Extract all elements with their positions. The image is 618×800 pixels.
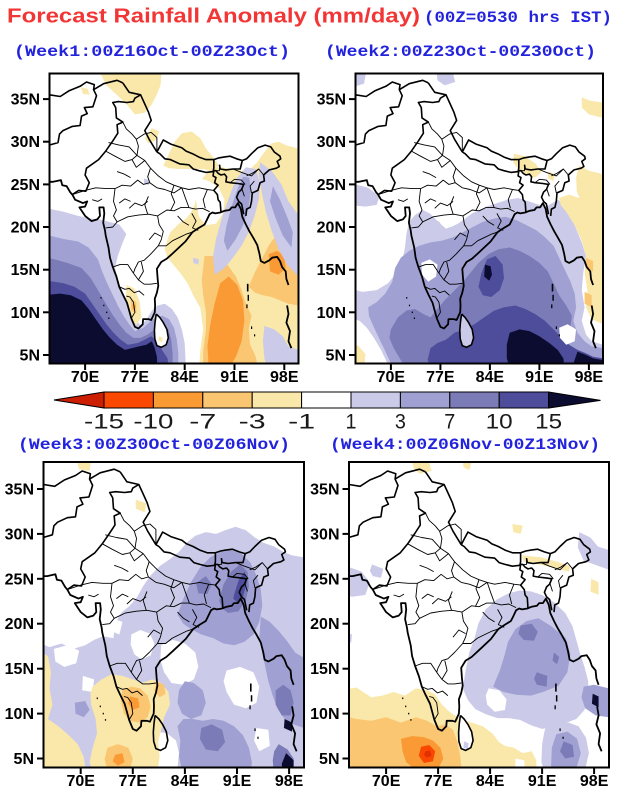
svg-text:(Week1:00Z16Oct-00Z23Oct): (Week1:00Z16Oct-00Z23Oct) [14, 43, 290, 61]
svg-text:98E: 98E [270, 369, 299, 386]
svg-text:91E: 91E [220, 369, 249, 386]
svg-text:84E: 84E [171, 773, 200, 790]
svg-text:35N: 35N [5, 481, 34, 498]
svg-text:15N: 15N [11, 262, 40, 279]
svg-text:15: 15 [535, 411, 562, 434]
svg-text:91E: 91E [528, 773, 557, 790]
svg-text:20N: 20N [11, 220, 40, 237]
svg-text:77E: 77E [426, 369, 455, 386]
svg-text:(Week4:00Z06Nov-00Z13Nov): (Week4:00Z06Nov-00Z13Nov) [330, 436, 600, 454]
svg-text:5N: 5N [14, 751, 34, 768]
svg-text:15N: 15N [310, 661, 339, 678]
svg-text:-15: -15 [84, 411, 124, 434]
svg-text:25N: 25N [11, 177, 40, 194]
svg-text:(Week3:00Z30Oct-00Z06Nov): (Week3:00Z30Oct-00Z06Nov) [18, 436, 290, 454]
svg-text:10N: 10N [5, 706, 34, 723]
svg-text:84E: 84E [476, 773, 505, 790]
svg-text:91E: 91E [525, 369, 554, 386]
svg-text:15N: 15N [317, 262, 346, 279]
svg-text:98E: 98E [580, 773, 609, 790]
svg-text:30N: 30N [11, 134, 40, 151]
svg-text:70E: 70E [71, 369, 100, 386]
svg-text:-1: -1 [288, 411, 315, 434]
svg-text:-10: -10 [133, 411, 173, 434]
svg-text:30N: 30N [317, 134, 346, 151]
svg-text:5N: 5N [319, 751, 339, 768]
svg-text:10N: 10N [317, 305, 346, 322]
svg-text:3: 3 [395, 411, 406, 434]
svg-text:35N: 35N [310, 481, 339, 498]
svg-text:20N: 20N [310, 616, 339, 633]
svg-text:-3: -3 [239, 411, 266, 434]
svg-text:70E: 70E [372, 773, 401, 790]
svg-text:10: 10 [486, 411, 513, 434]
svg-text:84E: 84E [170, 369, 199, 386]
svg-text:77E: 77E [424, 773, 453, 790]
svg-text:5N: 5N [326, 347, 346, 364]
svg-text:(Week2:00Z23Oct-00Z30Oct): (Week2:00Z23Oct-00Z30Oct) [325, 43, 596, 61]
svg-text:98E: 98E [275, 773, 304, 790]
svg-text:77E: 77E [119, 773, 148, 790]
svg-text:25N: 25N [310, 571, 339, 588]
svg-text:98E: 98E [575, 369, 604, 386]
svg-text:25N: 25N [5, 571, 34, 588]
svg-text:10N: 10N [11, 305, 40, 322]
svg-text:7: 7 [444, 411, 455, 434]
svg-text:30N: 30N [310, 526, 339, 543]
svg-text:(00Z=0530 hrs IST): (00Z=0530 hrs IST) [424, 9, 612, 27]
svg-text:70E: 70E [66, 773, 95, 790]
svg-text:30N: 30N [5, 526, 34, 543]
svg-text:20N: 20N [5, 616, 34, 633]
svg-text:91E: 91E [223, 773, 252, 790]
svg-text:1: 1 [346, 411, 357, 434]
svg-text:25N: 25N [317, 177, 346, 194]
svg-text:35N: 35N [317, 92, 346, 109]
svg-text:15N: 15N [5, 661, 34, 678]
svg-text:77E: 77E [121, 369, 150, 386]
svg-text:35N: 35N [11, 92, 40, 109]
svg-text:84E: 84E [476, 369, 505, 386]
svg-text:20N: 20N [317, 220, 346, 237]
svg-text:Forecast Rainfall Anomaly (mm/: Forecast Rainfall Anomaly (mm/day) [7, 6, 420, 28]
svg-text:10N: 10N [310, 706, 339, 723]
svg-text:-7: -7 [189, 411, 216, 434]
svg-text:5N: 5N [20, 347, 40, 364]
svg-text:70E: 70E [377, 369, 406, 386]
